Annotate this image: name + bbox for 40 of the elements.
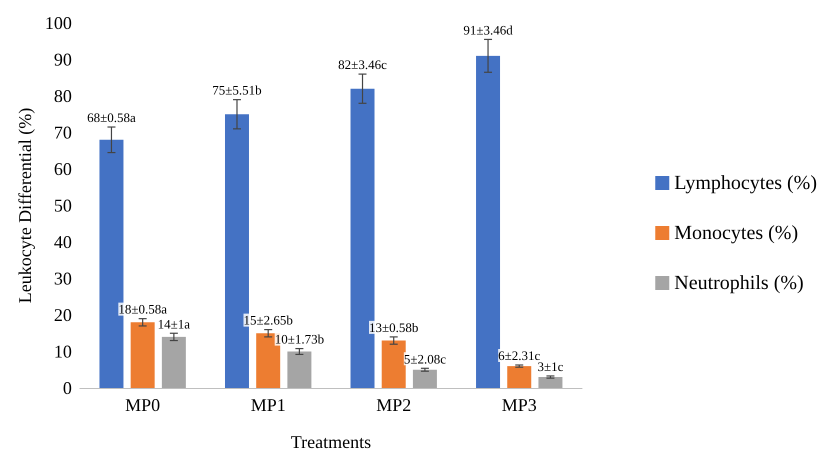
bar: [162, 336, 186, 388]
y-tick-label: 60: [54, 159, 72, 179]
data-label: 14±1a: [158, 316, 190, 332]
data-label: 68±0.58a: [87, 110, 136, 126]
bar: [538, 377, 562, 388]
x-tick-label: MP1: [250, 395, 286, 415]
data-label: 10±1.73b: [274, 332, 324, 347]
data-label: 75±5.51b: [212, 82, 262, 98]
y-tick-label: 50: [54, 196, 72, 216]
legend-label: Monocytes (%): [674, 222, 798, 244]
y-tick-label: 0: [62, 378, 72, 398]
y-tick-label: 70: [54, 122, 72, 142]
y-tick-label: 10: [54, 342, 72, 362]
bar: [507, 366, 532, 388]
y-tick-label: 80: [54, 86, 72, 106]
y-tick-label: 20: [54, 305, 72, 325]
y-tick-label: 100: [44, 13, 72, 33]
x-tick-label: MP3: [502, 395, 537, 415]
legend-label: Neutrophils (%): [674, 272, 804, 294]
data-label: 13±0.58b: [369, 320, 418, 335]
bar: [412, 370, 437, 388]
y-tick-label: 90: [54, 50, 72, 70]
x-tick-label: MP2: [376, 395, 412, 415]
data-label: 3±1c: [537, 358, 564, 374]
data-label: 15±2.65b: [243, 312, 293, 328]
x-axis-title: Treatments: [290, 432, 372, 452]
bar: [130, 322, 155, 388]
y-axis-title: Leukocyte Differential (%): [15, 108, 35, 304]
legend-label: Lymphocytes (%): [674, 172, 818, 194]
bar: [382, 340, 406, 388]
y-tick-label: 40: [54, 232, 72, 252]
x-tick-label: MP0: [125, 395, 160, 415]
bar: [287, 352, 312, 388]
data-label: 18±0.58a: [118, 302, 168, 317]
bar: [476, 56, 500, 388]
data-label: 6±2.31c: [498, 348, 541, 364]
data-label: 82±3.46c: [338, 57, 388, 72]
data-label: 91±3.46d: [463, 22, 514, 38]
y-tick-label: 30: [54, 268, 72, 288]
data-label: 5±2.08c: [404, 351, 446, 366]
